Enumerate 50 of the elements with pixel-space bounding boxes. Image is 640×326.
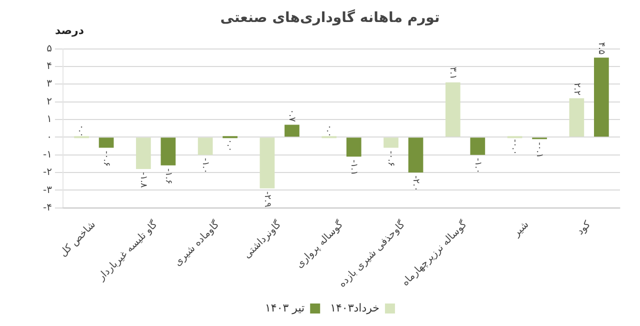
bar	[445, 82, 460, 137]
data-label: ۳.۱	[448, 66, 458, 80]
x-tick-label: کود	[575, 219, 594, 238]
bar	[470, 138, 486, 155]
y-tick-label: -۴	[42, 202, 52, 214]
data-label: -۰.۶	[100, 150, 111, 167]
bar	[594, 58, 609, 137]
y-tick-label: ۲	[46, 96, 52, 108]
bar	[346, 138, 362, 157]
y-tick-label: ۴	[46, 61, 52, 72]
bar	[284, 124, 300, 137]
bar	[384, 138, 398, 148]
bar	[260, 138, 275, 188]
data-label: -۰.۶	[386, 150, 396, 167]
data-label: -۱.۸	[138, 172, 148, 188]
data-label: -۲.۹	[262, 191, 272, 208]
y-axis-title: درصد	[55, 24, 84, 38]
data-label: ۴.۵	[596, 42, 606, 55]
bar	[98, 138, 114, 148]
y-tick-label: -۳	[42, 184, 53, 196]
y-tick-label: -۲	[42, 167, 52, 178]
x-tick-label: گاونرداشتی	[241, 218, 284, 261]
y-tick-label: ۵	[46, 43, 52, 54]
data-label: -۱.۶	[162, 168, 173, 184]
y-tick-label: ۰	[46, 132, 52, 143]
legend-label: خرداد۱۴۰۳	[330, 301, 380, 314]
data-label: ۰.۰	[324, 124, 334, 138]
legend-label: تیر ۱۴۰۳	[265, 301, 305, 314]
data-label: ۰.۰	[224, 139, 235, 152]
y-tick-label: ۱	[46, 114, 52, 126]
x-tick-label: گوساله پرواری	[293, 218, 346, 271]
bar	[136, 138, 151, 169]
x-tick-label: گاوماده شیری	[172, 218, 222, 269]
data-label: ۰.۷	[286, 109, 297, 122]
y-tick-label: -۱	[42, 149, 52, 160]
data-label: ۲.۲	[571, 82, 582, 96]
bar	[198, 138, 213, 155]
data-label: -۰.۱	[534, 142, 544, 158]
y-tick-label: ۳	[46, 78, 53, 90]
data-label: -۱.۰	[200, 158, 210, 174]
chart-title: تورم ماهانه گاوداری‌های صنعتی	[220, 9, 440, 26]
data-label: -۱.۰	[472, 158, 482, 174]
data-label: -۱.۱	[348, 160, 359, 176]
x-tick-label: شیر	[510, 219, 532, 240]
bar	[408, 138, 424, 172]
data-label: -۰.۰	[509, 139, 520, 155]
data-label: ۰.۰	[76, 124, 86, 138]
data-label: -۲.۰	[410, 176, 420, 192]
bar	[160, 138, 176, 166]
bar	[569, 98, 584, 137]
